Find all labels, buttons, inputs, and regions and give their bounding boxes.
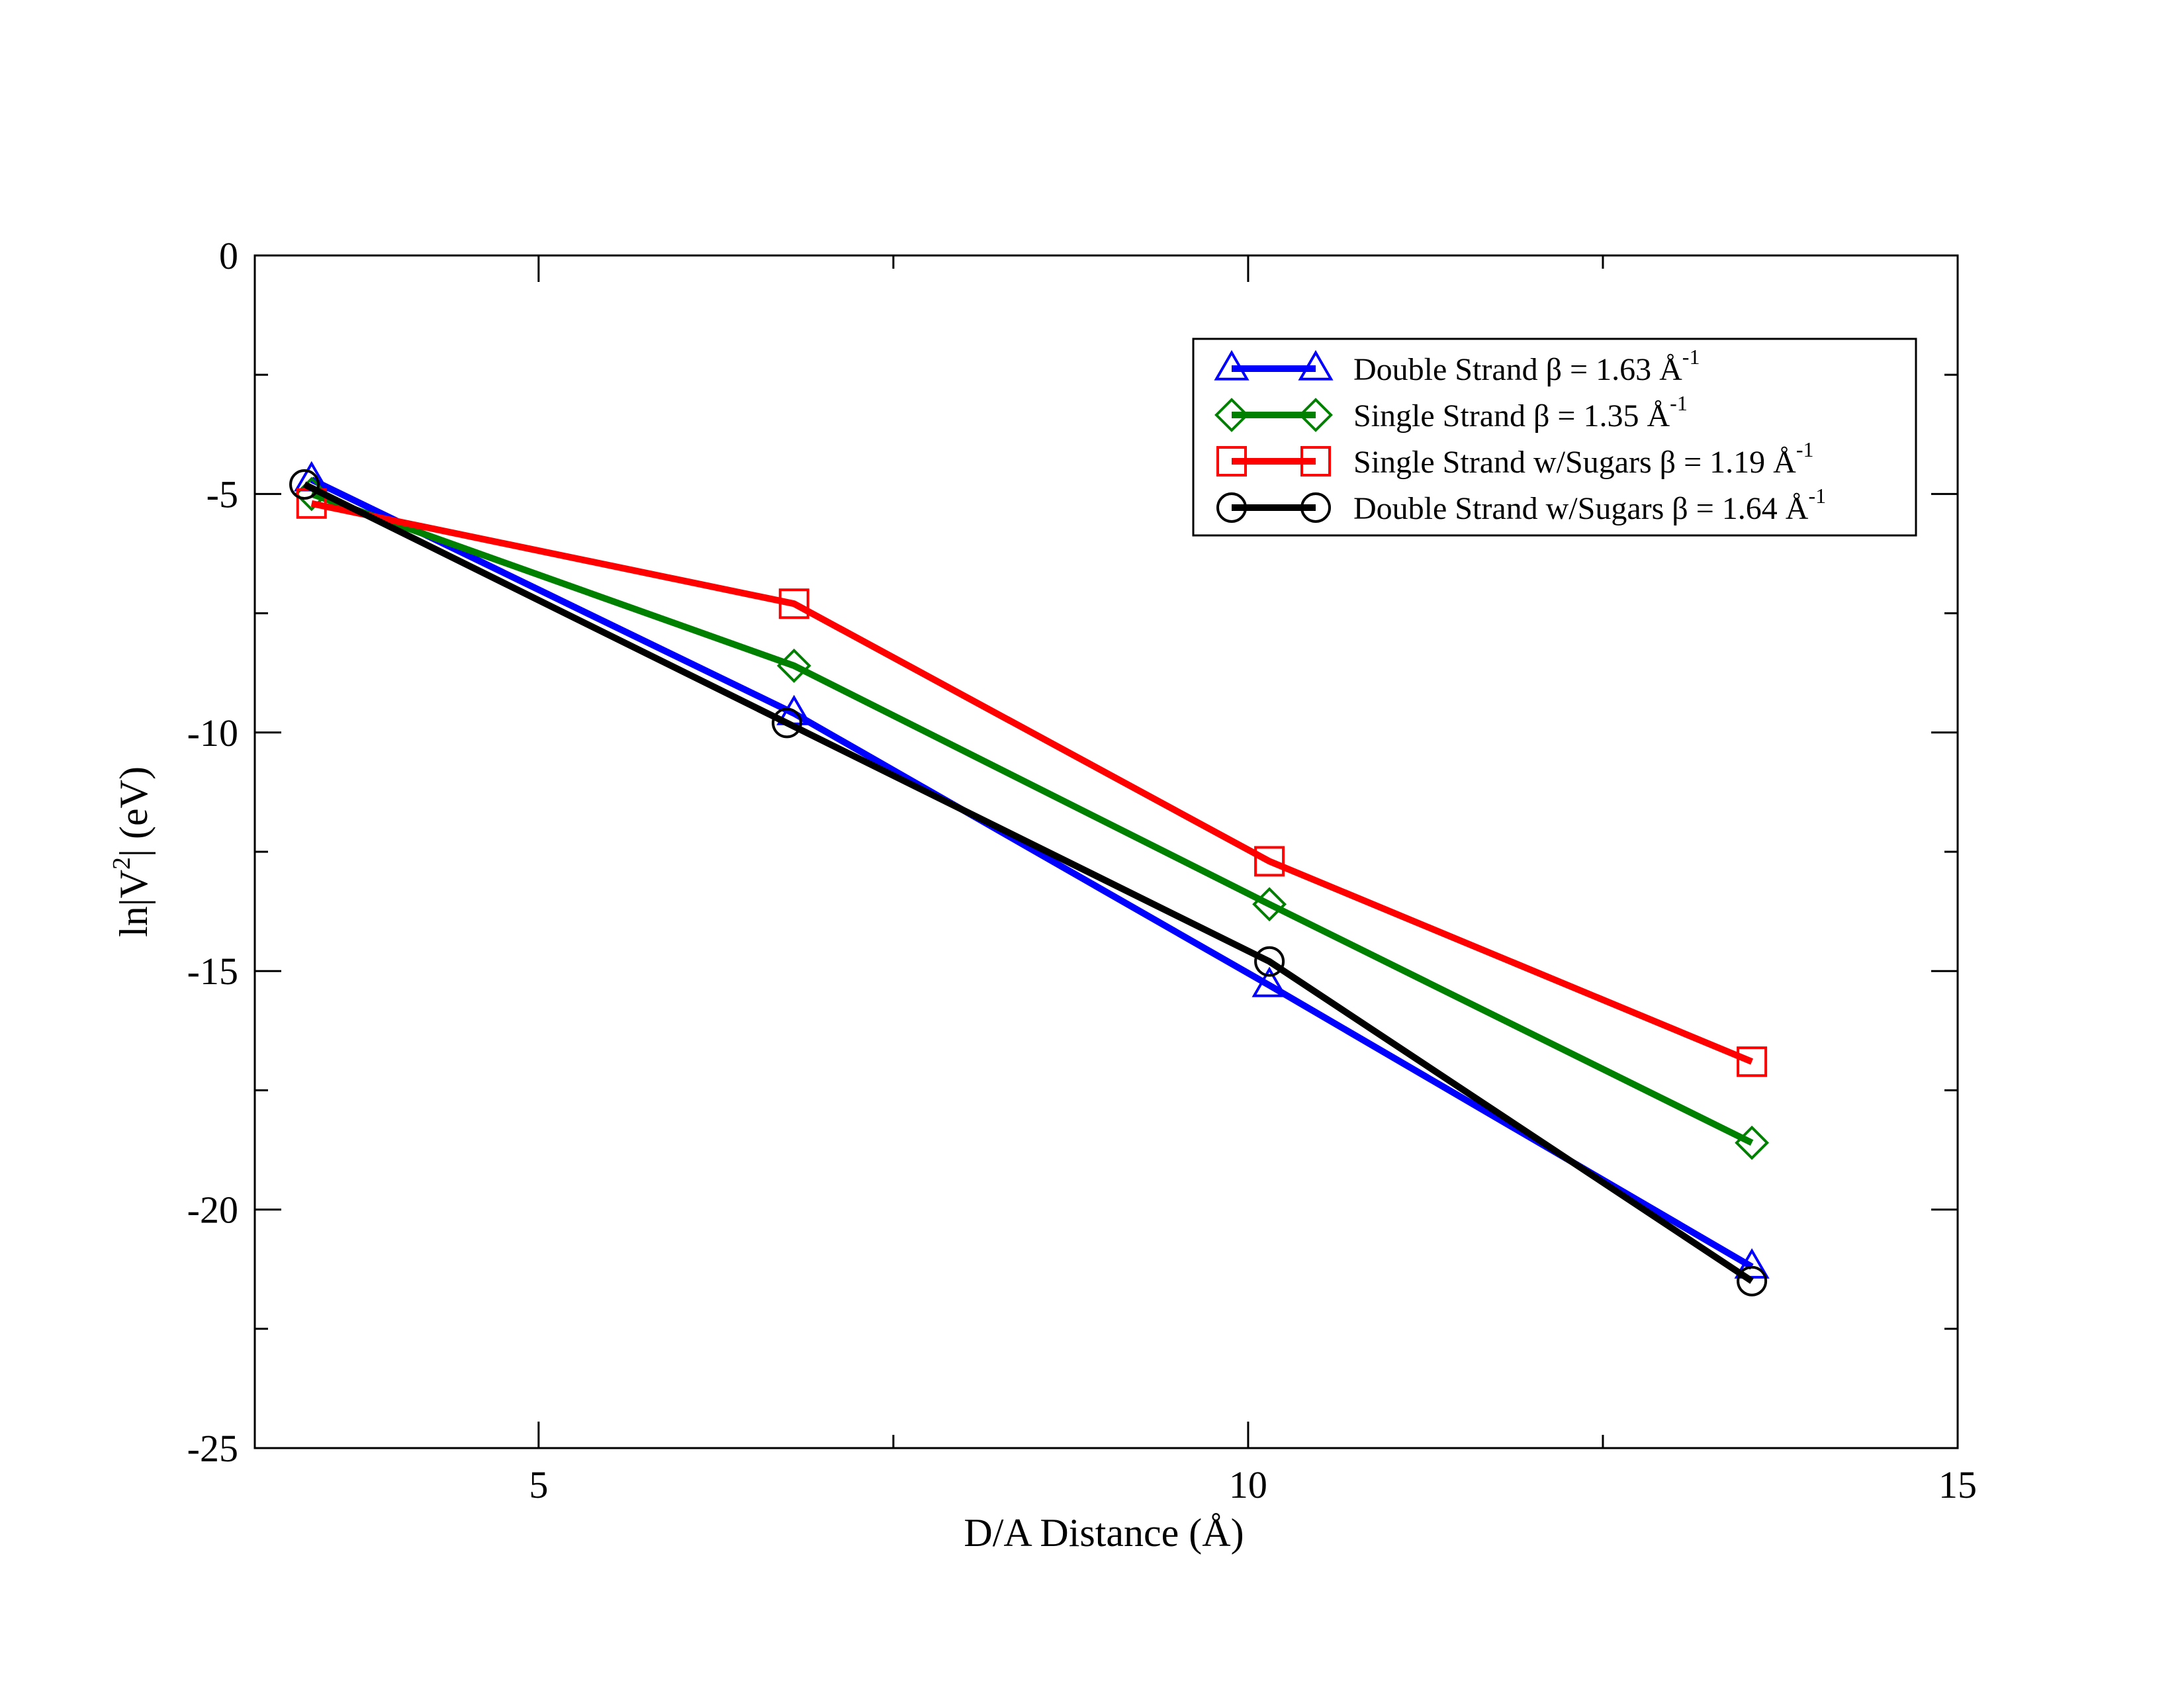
y-tick-label: -20 [187, 1189, 238, 1232]
data-point [772, 707, 803, 739]
y-axis-title-main: ln|V [112, 870, 156, 937]
data-point [1737, 1046, 1768, 1077]
series-line [310, 477, 1754, 1270]
x-tick-label: 15 [1938, 1463, 1977, 1506]
series-line [310, 500, 1754, 1065]
legend-marker-end [1300, 446, 1331, 477]
y-tick-label: 0 [219, 234, 238, 277]
series-4 [289, 469, 1768, 1297]
data-point [1735, 1125, 1770, 1160]
y-tick-label: -10 [187, 711, 238, 754]
legend-label: Double Strand w/Sugars β = 1.64 Å-1 [1353, 484, 1826, 526]
legend-entry: Double Strand β = 1.63 Å-1 [1214, 345, 1700, 387]
series-line [310, 490, 1754, 1146]
y-tick-label: -25 [187, 1427, 238, 1470]
data-point [1252, 887, 1287, 922]
legend-label-text: Double Strand w/Sugars β = 1.64 Å [1353, 491, 1809, 526]
x-tick-label: 10 [1229, 1463, 1267, 1506]
legend-label-superscript: -1 [1796, 437, 1814, 461]
legend-label-superscript: -1 [1670, 391, 1688, 415]
legend-entry: Double Strand w/Sugars β = 1.64 Å-1 [1216, 484, 1826, 526]
data-point [1254, 846, 1285, 877]
legend-marker-end [1300, 492, 1331, 523]
data-point [778, 588, 809, 619]
legend-label: Single Strand β = 1.35 Å-1 [1353, 391, 1688, 433]
y-axis-title-tail: | (eV) [112, 766, 156, 857]
series-3 [296, 488, 1768, 1077]
data-point [776, 648, 811, 683]
y-axis-title: ln|V2| (eV) [108, 766, 156, 937]
legend-label-superscript: -1 [1808, 484, 1826, 508]
axes-layer: 5 10 15 0 -5 -10 -15 -20 -25 [187, 234, 1977, 1506]
x-axis-title: D/A Distance (Å) [964, 1511, 1244, 1555]
legend-label: Double Strand β = 1.63 Å-1 [1353, 345, 1700, 387]
legend-marker-end [1298, 398, 1333, 432]
legend-label: Single Strand w/Sugars β = 1.19 Å-1 [1353, 437, 1813, 480]
legend-marker-start [1214, 398, 1249, 432]
data-point [1737, 1265, 1768, 1297]
series-line [302, 481, 1754, 1284]
legend-marker-start [1214, 349, 1250, 381]
legend-entry: Single Strand β = 1.35 Å-1 [1214, 391, 1688, 433]
legend-label-text: Double Strand β = 1.63 Å [1353, 352, 1682, 387]
legend-marker-start [1216, 446, 1247, 477]
legend-label-superscript: -1 [1682, 345, 1700, 369]
legend-label-text: Single Strand w/Sugars β = 1.19 Å [1353, 445, 1796, 480]
y-axis-title-superscript: 2 [108, 857, 136, 870]
data-point [1251, 966, 1287, 997]
legend-label-text: Single Strand β = 1.35 Å [1353, 398, 1670, 433]
y-tick-label: -5 [206, 473, 238, 516]
legend-marker-end [1298, 349, 1334, 381]
data-point [289, 469, 320, 500]
series-layer [289, 461, 1770, 1297]
y-tick-label: -15 [187, 950, 238, 993]
x-tick-label: 5 [529, 1463, 548, 1506]
data-point [1254, 946, 1285, 977]
legend-marker-start [1216, 492, 1247, 523]
legend-entry: Single Strand w/Sugars β = 1.19 Å-1 [1216, 437, 1813, 480]
